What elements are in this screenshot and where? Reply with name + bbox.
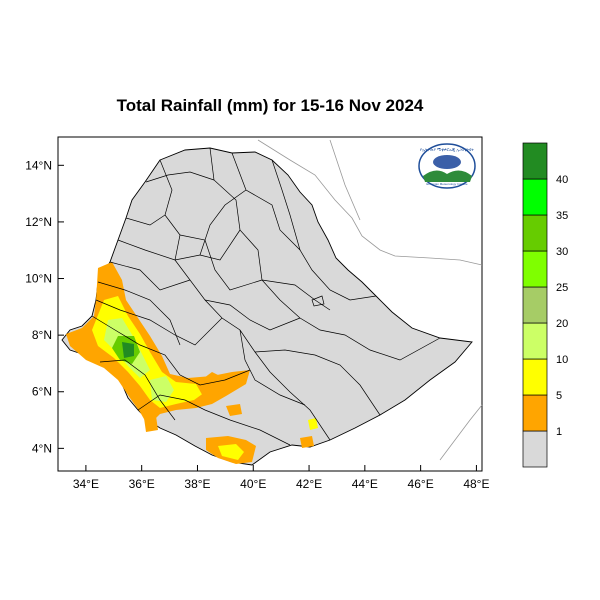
rainfall-patches bbox=[66, 262, 318, 464]
ethiopian-meteorology-institute-logo: የኢትዮጵያ ሚቲዎሮሎጂ ኢንስቲትዩት Ethiopian Meteorol… bbox=[418, 143, 476, 189]
legend-label: 5 bbox=[556, 390, 562, 402]
y-tick-label: 8°N bbox=[32, 328, 52, 342]
legend-swatch bbox=[522, 214, 548, 252]
x-axis-ticks: 34°E 36°E 38°E 40°E 42°E 44°E 46°E 48°E bbox=[73, 465, 489, 491]
logo-bottom-text: Ethiopian Meteorology Institute bbox=[426, 182, 468, 186]
x-tick-label: 46°E bbox=[408, 477, 434, 491]
y-axis-ticks: 4°N 6°N 8°N 10°N 12°N 14°N bbox=[25, 158, 64, 455]
x-tick-label: 48°E bbox=[463, 477, 489, 491]
legend-swatch bbox=[522, 178, 548, 216]
legend-swatch bbox=[522, 430, 548, 468]
legend-swatch bbox=[522, 250, 548, 288]
legend-label: 35 bbox=[556, 210, 568, 222]
neighbor-borders bbox=[257, 139, 483, 461]
y-tick-label: 14°N bbox=[25, 158, 52, 172]
legend-label: 40 bbox=[556, 174, 568, 186]
x-tick-label: 40°E bbox=[240, 477, 266, 491]
legend-label: 20 bbox=[556, 318, 568, 330]
legend: 1 5 10 20 25 30 35 40 bbox=[522, 142, 568, 468]
y-tick-label: 12°N bbox=[25, 215, 52, 229]
legend-label: 10 bbox=[556, 354, 568, 366]
x-tick-label: 34°E bbox=[73, 477, 99, 491]
legend-swatch bbox=[522, 286, 548, 324]
x-tick-label: 42°E bbox=[296, 477, 322, 491]
admin-boundaries bbox=[91, 147, 441, 446]
y-tick-label: 4°N bbox=[32, 441, 52, 455]
y-tick-label: 10°N bbox=[25, 272, 52, 286]
legend-label: 25 bbox=[556, 282, 568, 294]
legend-label: 1 bbox=[556, 426, 562, 438]
legend-swatch bbox=[522, 322, 548, 360]
x-tick-label: 44°E bbox=[352, 477, 378, 491]
map-title: Total Rainfall (mm) for 15-16 Nov 2024 bbox=[116, 96, 424, 115]
y-tick-label: 6°N bbox=[32, 385, 52, 399]
legend-label: 30 bbox=[556, 246, 568, 258]
legend-swatch bbox=[522, 394, 548, 432]
legend-swatch bbox=[522, 142, 548, 180]
logo-top-text: የኢትዮጵያ ሚቲዎሮሎጂ ኢንስቲትዩት bbox=[420, 147, 474, 152]
legend-swatch bbox=[522, 358, 548, 396]
x-tick-label: 38°E bbox=[184, 477, 210, 491]
x-tick-label: 36°E bbox=[129, 477, 155, 491]
